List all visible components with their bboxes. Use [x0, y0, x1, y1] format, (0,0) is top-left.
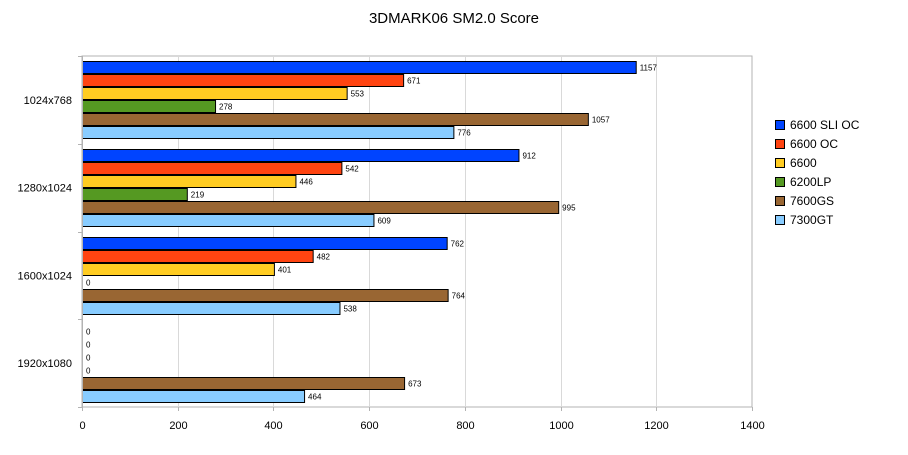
legend-swatch [775, 157, 785, 168]
bar [82, 289, 449, 302]
data-label: 0 [86, 279, 91, 288]
category-label: 1600x1024 [18, 270, 72, 282]
bar [82, 250, 314, 263]
legend-item: 6600 OC [775, 134, 859, 153]
data-label: 673 [408, 380, 422, 389]
bar [82, 302, 341, 315]
bar [82, 100, 217, 113]
legend-label: 6200LP [790, 174, 832, 189]
data-label: 609 [377, 217, 391, 226]
data-label: 1057 [592, 116, 610, 125]
x-tick-label: 800 [456, 420, 474, 432]
bar [82, 61, 637, 74]
data-label: 542 [345, 165, 359, 174]
data-label: 482 [317, 253, 331, 262]
bar [82, 263, 275, 276]
bar [82, 214, 375, 227]
data-label: 538 [343, 305, 357, 314]
category-label: 1024x768 [24, 95, 72, 107]
x-tick-label: 0 [79, 420, 85, 432]
legend-item: 7600GS [775, 191, 859, 210]
data-label: 0 [86, 367, 91, 376]
legend-item: 6600 SLI OC [775, 115, 859, 134]
data-label: 401 [278, 266, 292, 275]
legend-label: 6600 [790, 155, 817, 170]
x-tick-label: 600 [360, 420, 378, 432]
legend-item: 6200LP [775, 172, 859, 191]
data-label: 776 [457, 129, 471, 138]
bar [82, 201, 560, 214]
legend-item: 6600 [775, 153, 859, 172]
bar [82, 87, 348, 100]
bar [82, 113, 589, 126]
data-label: 0 [86, 341, 91, 350]
bar [82, 74, 405, 87]
category-label: 1280x1024 [18, 183, 72, 195]
category-label: 1920x1080 [18, 358, 72, 370]
data-label: 464 [308, 393, 322, 402]
data-label: 912 [522, 152, 536, 161]
legend-label: 6600 SLI OC [790, 117, 860, 132]
bar [82, 188, 188, 201]
data-label: 995 [562, 204, 576, 213]
legend-label: 7600GS [790, 193, 835, 208]
data-label: 446 [299, 178, 313, 187]
x-tick-label: 1200 [644, 420, 668, 432]
x-tick-label: 200 [169, 420, 187, 432]
bar [82, 126, 455, 139]
x-tick-label: 400 [264, 420, 282, 432]
bar [82, 175, 297, 188]
data-label: 762 [451, 240, 465, 249]
bar [82, 377, 406, 390]
data-label: 553 [351, 90, 365, 99]
legend-label: 7300GT [790, 212, 834, 227]
legend-swatch [775, 214, 785, 225]
legend-label: 6600 OC [790, 136, 839, 151]
legend-item: 7300GT [775, 210, 859, 229]
legend-swatch [775, 138, 785, 149]
data-label: 1157 [640, 64, 658, 73]
bar [82, 162, 343, 175]
data-label: 219 [191, 191, 205, 200]
data-label: 278 [219, 103, 233, 112]
data-label: 671 [407, 77, 421, 86]
data-label: 764 [452, 292, 466, 301]
chart-title: 3DMARK06 SM2.0 Score [368, 10, 540, 27]
legend: 6600 SLI OC 6600 OC 6600 6200LP 7600GS 7300GT [775, 115, 859, 229]
legend-swatch [775, 119, 785, 130]
data-label: 0 [86, 354, 91, 363]
legend-swatch [775, 176, 785, 187]
x-tick-label: 1400 [740, 420, 764, 432]
data-label: 0 [86, 328, 91, 337]
bar [82, 237, 448, 250]
bar [82, 149, 520, 162]
bar [82, 390, 306, 403]
legend-swatch [775, 195, 785, 206]
x-tick-label: 1000 [549, 420, 573, 432]
